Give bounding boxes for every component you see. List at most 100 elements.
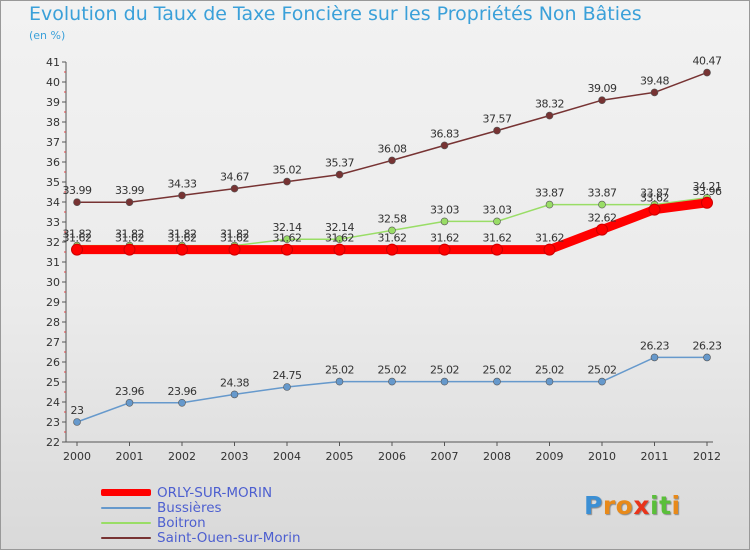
data-label: 26.23 <box>640 339 669 352</box>
data-point <box>440 377 449 386</box>
data-point <box>545 200 554 209</box>
data-point <box>438 243 451 256</box>
data-label: 31.62 <box>535 232 564 245</box>
legend-swatch-orly <box>101 489 151 496</box>
data-point <box>228 243 241 256</box>
data-label: 31.82 <box>220 228 249 241</box>
data-label: 39.09 <box>588 82 617 95</box>
data-label: 36.08 <box>378 142 407 155</box>
data-label: 33.96 <box>693 185 722 198</box>
data-label: 33.87 <box>535 187 564 200</box>
data-label: 31.62 <box>378 232 407 245</box>
x-tick-label: 2010 <box>588 450 616 463</box>
y-tick-label: 38 <box>46 116 60 129</box>
y-tick-label: 39 <box>46 96 60 109</box>
data-label: 33.87 <box>588 187 617 200</box>
data-point <box>283 235 291 243</box>
logo-letter: o <box>615 491 634 520</box>
data-label: 31.82 <box>115 228 144 241</box>
data-label: 36.83 <box>430 127 459 140</box>
data-point <box>71 243 83 256</box>
data-label: 31.62 <box>273 232 302 245</box>
data-label: 33.62 <box>640 192 669 205</box>
data-point <box>493 217 501 226</box>
y-tick-label: 27 <box>46 336 60 349</box>
legend-label-boitron: Boitron <box>157 514 206 531</box>
legend-label-bussieres: Bussières <box>157 499 222 516</box>
data-point <box>335 377 344 386</box>
data-label: 25.02 <box>535 364 564 377</box>
logo-letter: P <box>584 491 603 520</box>
data-point <box>598 200 606 209</box>
data-point <box>701 196 713 209</box>
logo-letter: r <box>602 491 616 520</box>
y-tick-label: 23 <box>46 416 60 429</box>
y-tick-label: 36 <box>46 156 60 169</box>
data-point <box>230 184 239 193</box>
data-label: 24.38 <box>220 376 249 389</box>
data-point <box>545 377 554 386</box>
data-point <box>598 377 606 386</box>
data-label: 31.62 <box>430 232 459 245</box>
x-tick-label: 2003 <box>221 450 249 463</box>
data-label: 31.82 <box>168 228 197 241</box>
data-label: 35.37 <box>325 157 354 170</box>
data-label: 31.62 <box>115 232 144 245</box>
data-label: 25.02 <box>325 364 354 377</box>
data-label: 32.14 <box>273 221 302 234</box>
data-point <box>650 353 659 362</box>
data-point <box>335 235 344 243</box>
y-tick-label: 31 <box>46 256 60 269</box>
data-point <box>648 203 661 216</box>
legend-item-orly: ORLY-SUR-MORIN <box>101 484 301 501</box>
data-point <box>125 198 134 206</box>
data-point <box>73 418 81 426</box>
data-label: 34.33 <box>168 177 197 190</box>
y-tick-label: 40 <box>46 76 60 89</box>
data-label: 39.48 <box>640 74 669 87</box>
data-point <box>440 141 449 150</box>
data-point <box>388 377 396 386</box>
y-tick-label: 41 <box>46 56 60 69</box>
data-point <box>335 170 344 179</box>
data-label: 34.21 <box>693 180 722 193</box>
y-tick-label: 30 <box>46 276 60 289</box>
data-label: 35.02 <box>273 164 302 177</box>
data-label: 32.14 <box>325 221 354 234</box>
data-label: 33.03 <box>483 203 512 216</box>
y-tick-label: 33 <box>46 216 60 229</box>
chart-title: Evolution du Taux de Taxe Foncière sur l… <box>29 3 642 25</box>
data-label: 37.57 <box>483 113 512 126</box>
data-point <box>493 377 501 386</box>
legend-item-bussieres: Bussières <box>101 499 301 516</box>
data-point <box>493 126 501 135</box>
data-point <box>545 111 554 120</box>
x-tick-label: 2012 <box>693 450 721 463</box>
data-label: 31.62 <box>168 232 197 245</box>
data-point <box>388 226 396 235</box>
data-point <box>230 390 239 399</box>
legend-label-orly: ORLY-SUR-MORIN <box>157 484 273 501</box>
chart-legend: ORLY-SUR-MORIN Bussières Boitron Saint-O… <box>101 484 301 546</box>
x-tick-label: 2004 <box>273 450 301 463</box>
data-label: 26.23 <box>693 339 722 352</box>
data-label: 33.03 <box>430 203 459 216</box>
data-point <box>123 243 136 256</box>
y-tick-label: 28 <box>46 316 60 329</box>
x-tick-label: 2000 <box>63 450 91 463</box>
legend-swatch-bussieres <box>101 506 151 509</box>
data-label: 25.02 <box>483 364 512 377</box>
data-label: 31.82 <box>63 228 92 241</box>
x-tick-label: 2006 <box>378 450 406 463</box>
data-label: 33.87 <box>640 187 669 200</box>
logo-letter: t <box>659 491 672 520</box>
data-label: 32.58 <box>378 212 407 225</box>
data-point <box>703 353 711 362</box>
data-label: 31.62 <box>220 232 249 245</box>
y-tick-label: 35 <box>46 176 60 189</box>
data-point <box>178 191 186 200</box>
data-point <box>650 88 659 97</box>
data-label: 33.99 <box>63 184 92 197</box>
x-tick-label: 2008 <box>483 450 511 463</box>
